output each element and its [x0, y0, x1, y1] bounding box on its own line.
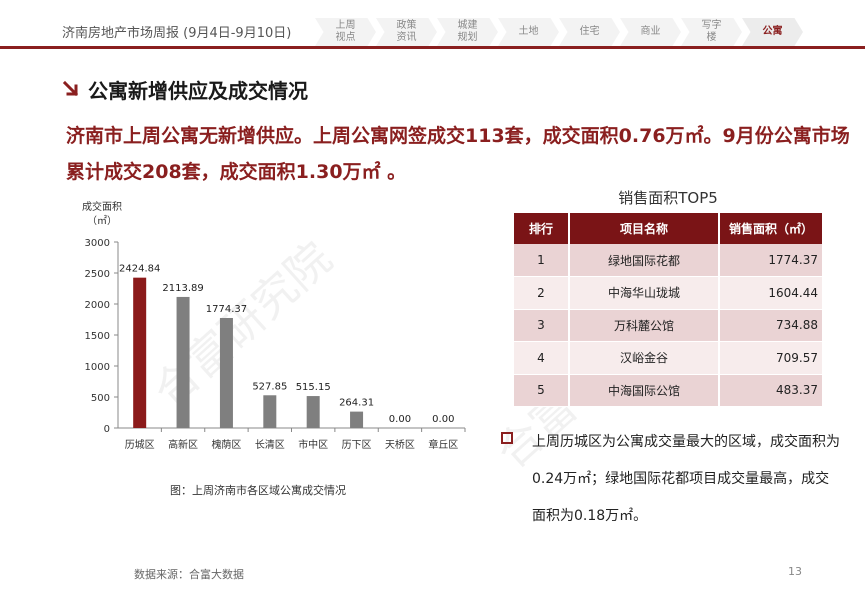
tab-6[interactable]: 写字 楼	[681, 18, 742, 46]
tab-5[interactable]: 商业	[620, 18, 681, 46]
x-tick-label: 历城区	[125, 439, 155, 451]
section-title: 公寓新增供应及成交情况	[88, 78, 308, 103]
tab-shape	[620, 18, 681, 46]
x-tick-label: 章丘区	[428, 438, 458, 451]
tab-shape	[559, 18, 620, 46]
header-divider	[0, 46, 865, 49]
rank-cell: 4	[514, 341, 570, 375]
tab-label: 写字 楼	[701, 20, 722, 43]
tab-4[interactable]: 住宅	[559, 18, 620, 46]
y-tick-label: 2500	[85, 269, 110, 280]
x-tick-label: 天桥区	[385, 439, 415, 451]
bar-0	[133, 277, 147, 428]
y-tick-label: 1000	[85, 362, 110, 373]
rank-cell: 5	[514, 374, 570, 407]
y-tick-label: 3000	[85, 238, 110, 249]
bar-5	[350, 411, 364, 428]
x-tick-label: 槐荫区	[211, 438, 241, 451]
header-project: 项目名称	[569, 213, 720, 244]
project-cell: 汉峪金谷	[569, 341, 720, 375]
tab-label: 政策 资讯	[396, 20, 417, 43]
tab-label: 上周 视点	[335, 20, 356, 43]
tab-7[interactable]: 公寓	[742, 18, 803, 46]
y-axis-label: 成交面积	[82, 200, 122, 213]
top5-table: 排行 项目名称 销售面积（㎡） 1 绿地国际花都 1774.37 2 中海华山珑…	[514, 213, 822, 407]
project-cell: 中海国际公馆	[569, 374, 720, 407]
project-cell: 中海华山珑城	[569, 276, 720, 310]
y-axis-label: （㎡）	[87, 215, 117, 227]
y-tick-label: 0	[104, 424, 110, 435]
x-tick-label: 市中区	[298, 438, 328, 451]
chart-caption: 图：上周济南市各区域公寓成交情况	[170, 484, 346, 497]
tab-label: 住宅	[579, 26, 600, 37]
page-number: 13	[788, 565, 802, 578]
area-cell: 709.57	[719, 341, 822, 375]
district-bar-chart: 成交面积 （㎡） 0 500 1000 1500 2000 2500 3000 2424.84 历城…	[80, 198, 480, 468]
y-tick-label: 500	[91, 393, 110, 404]
bar-2	[219, 317, 233, 428]
summary-text: 济南市上周公寓无新增供应。上周公寓网签成交113套，成交面积0.76万㎡。9月份…	[66, 125, 850, 183]
data-label: 2424.84	[119, 264, 160, 275]
project-cell: 绿地国际花都	[569, 244, 720, 277]
tab-shape	[437, 18, 498, 46]
tab-0[interactable]: 上周 视点	[315, 18, 376, 46]
y-tick-label: 1500	[85, 331, 110, 342]
table-row: 3 万科麓公馆 734.88	[514, 309, 822, 342]
header-area: 销售面积（㎡）	[719, 213, 822, 244]
data-label: 0.00	[389, 414, 411, 425]
tab-2[interactable]: 城建 规划	[437, 18, 498, 46]
rank-cell: 2	[514, 276, 570, 310]
tab-label: 土地	[518, 26, 539, 37]
rank-cell: 1	[514, 244, 570, 277]
data-label: 0.00	[432, 414, 454, 425]
bar-1	[176, 296, 190, 428]
data-label: 2113.89	[162, 283, 203, 294]
tab-shape	[315, 18, 376, 46]
tab-1[interactable]: 政策 资讯	[376, 18, 437, 46]
header-rank: 排行	[514, 213, 570, 244]
area-cell: 483.37	[719, 374, 822, 407]
tab-shape	[376, 18, 437, 46]
y-tick-label: 2000	[85, 300, 110, 311]
bar-4	[306, 396, 320, 428]
arrow-down-right-icon	[62, 80, 79, 97]
header-bar: 济南房地产市场周报 (9月4日-9月10日) 上周 视点 政策 资讯 城建 规划 土地…	[0, 0, 865, 49]
area-cell: 1774.37	[719, 244, 822, 277]
data-label: 1774.37	[206, 304, 247, 315]
tab-shape	[742, 18, 803, 46]
tab-shape	[498, 18, 559, 46]
tab-3[interactable]: 土地	[498, 18, 559, 46]
project-cell: 万科麓公馆	[569, 309, 720, 342]
table-title: 销售面积TOP5	[618, 189, 718, 207]
report-title: 济南房地产市场周报 (9月4日-9月10日)	[62, 26, 292, 41]
table-header-row: 排行 项目名称 销售面积（㎡）	[514, 213, 822, 244]
table-row: 1 绿地国际花都 1774.37	[514, 244, 822, 277]
x-tick-label: 长清区	[255, 438, 285, 451]
x-tick-label: 历下区	[342, 439, 372, 451]
area-cell: 1604.44	[719, 276, 822, 310]
table-row: 4 汉峪金谷 709.57	[514, 341, 822, 375]
table-row: 5 中海国际公馆 483.37	[514, 374, 822, 407]
area-cell: 734.88	[719, 309, 822, 342]
x-tick-label: 高新区	[168, 438, 198, 451]
bar-3	[263, 395, 277, 428]
data-label: 264.31	[339, 398, 374, 409]
tab-label: 公寓	[762, 26, 783, 37]
tab-label: 商业	[640, 26, 661, 37]
tab-label: 城建 规划	[457, 20, 478, 43]
square-bullet-icon	[501, 432, 513, 444]
bar-chart-svg: 成交面积 （㎡） 0 500 1000 1500 2000 2500 3000 2424.84 历城…	[82, 200, 466, 451]
section-heading: 公寓新增供应及成交情况	[62, 76, 308, 103]
rank-cell: 3	[514, 309, 570, 342]
data-label: 527.85	[252, 381, 287, 392]
data-label: 515.15	[296, 382, 331, 393]
table-row: 2 中海华山珑城 1604.44	[514, 276, 822, 310]
analysis-note: 上周历城区为公寓成交量最大的区域，成交面积为0.24万㎡；绿地国际花都项目成交量…	[532, 434, 840, 524]
section-tabs: 上周 视点 政策 资讯 城建 规划 土地 住宅 商业 写字 楼 公寓	[315, 18, 803, 46]
tab-shape	[681, 18, 742, 46]
data-source: 数据来源：合富大数据	[134, 568, 244, 581]
